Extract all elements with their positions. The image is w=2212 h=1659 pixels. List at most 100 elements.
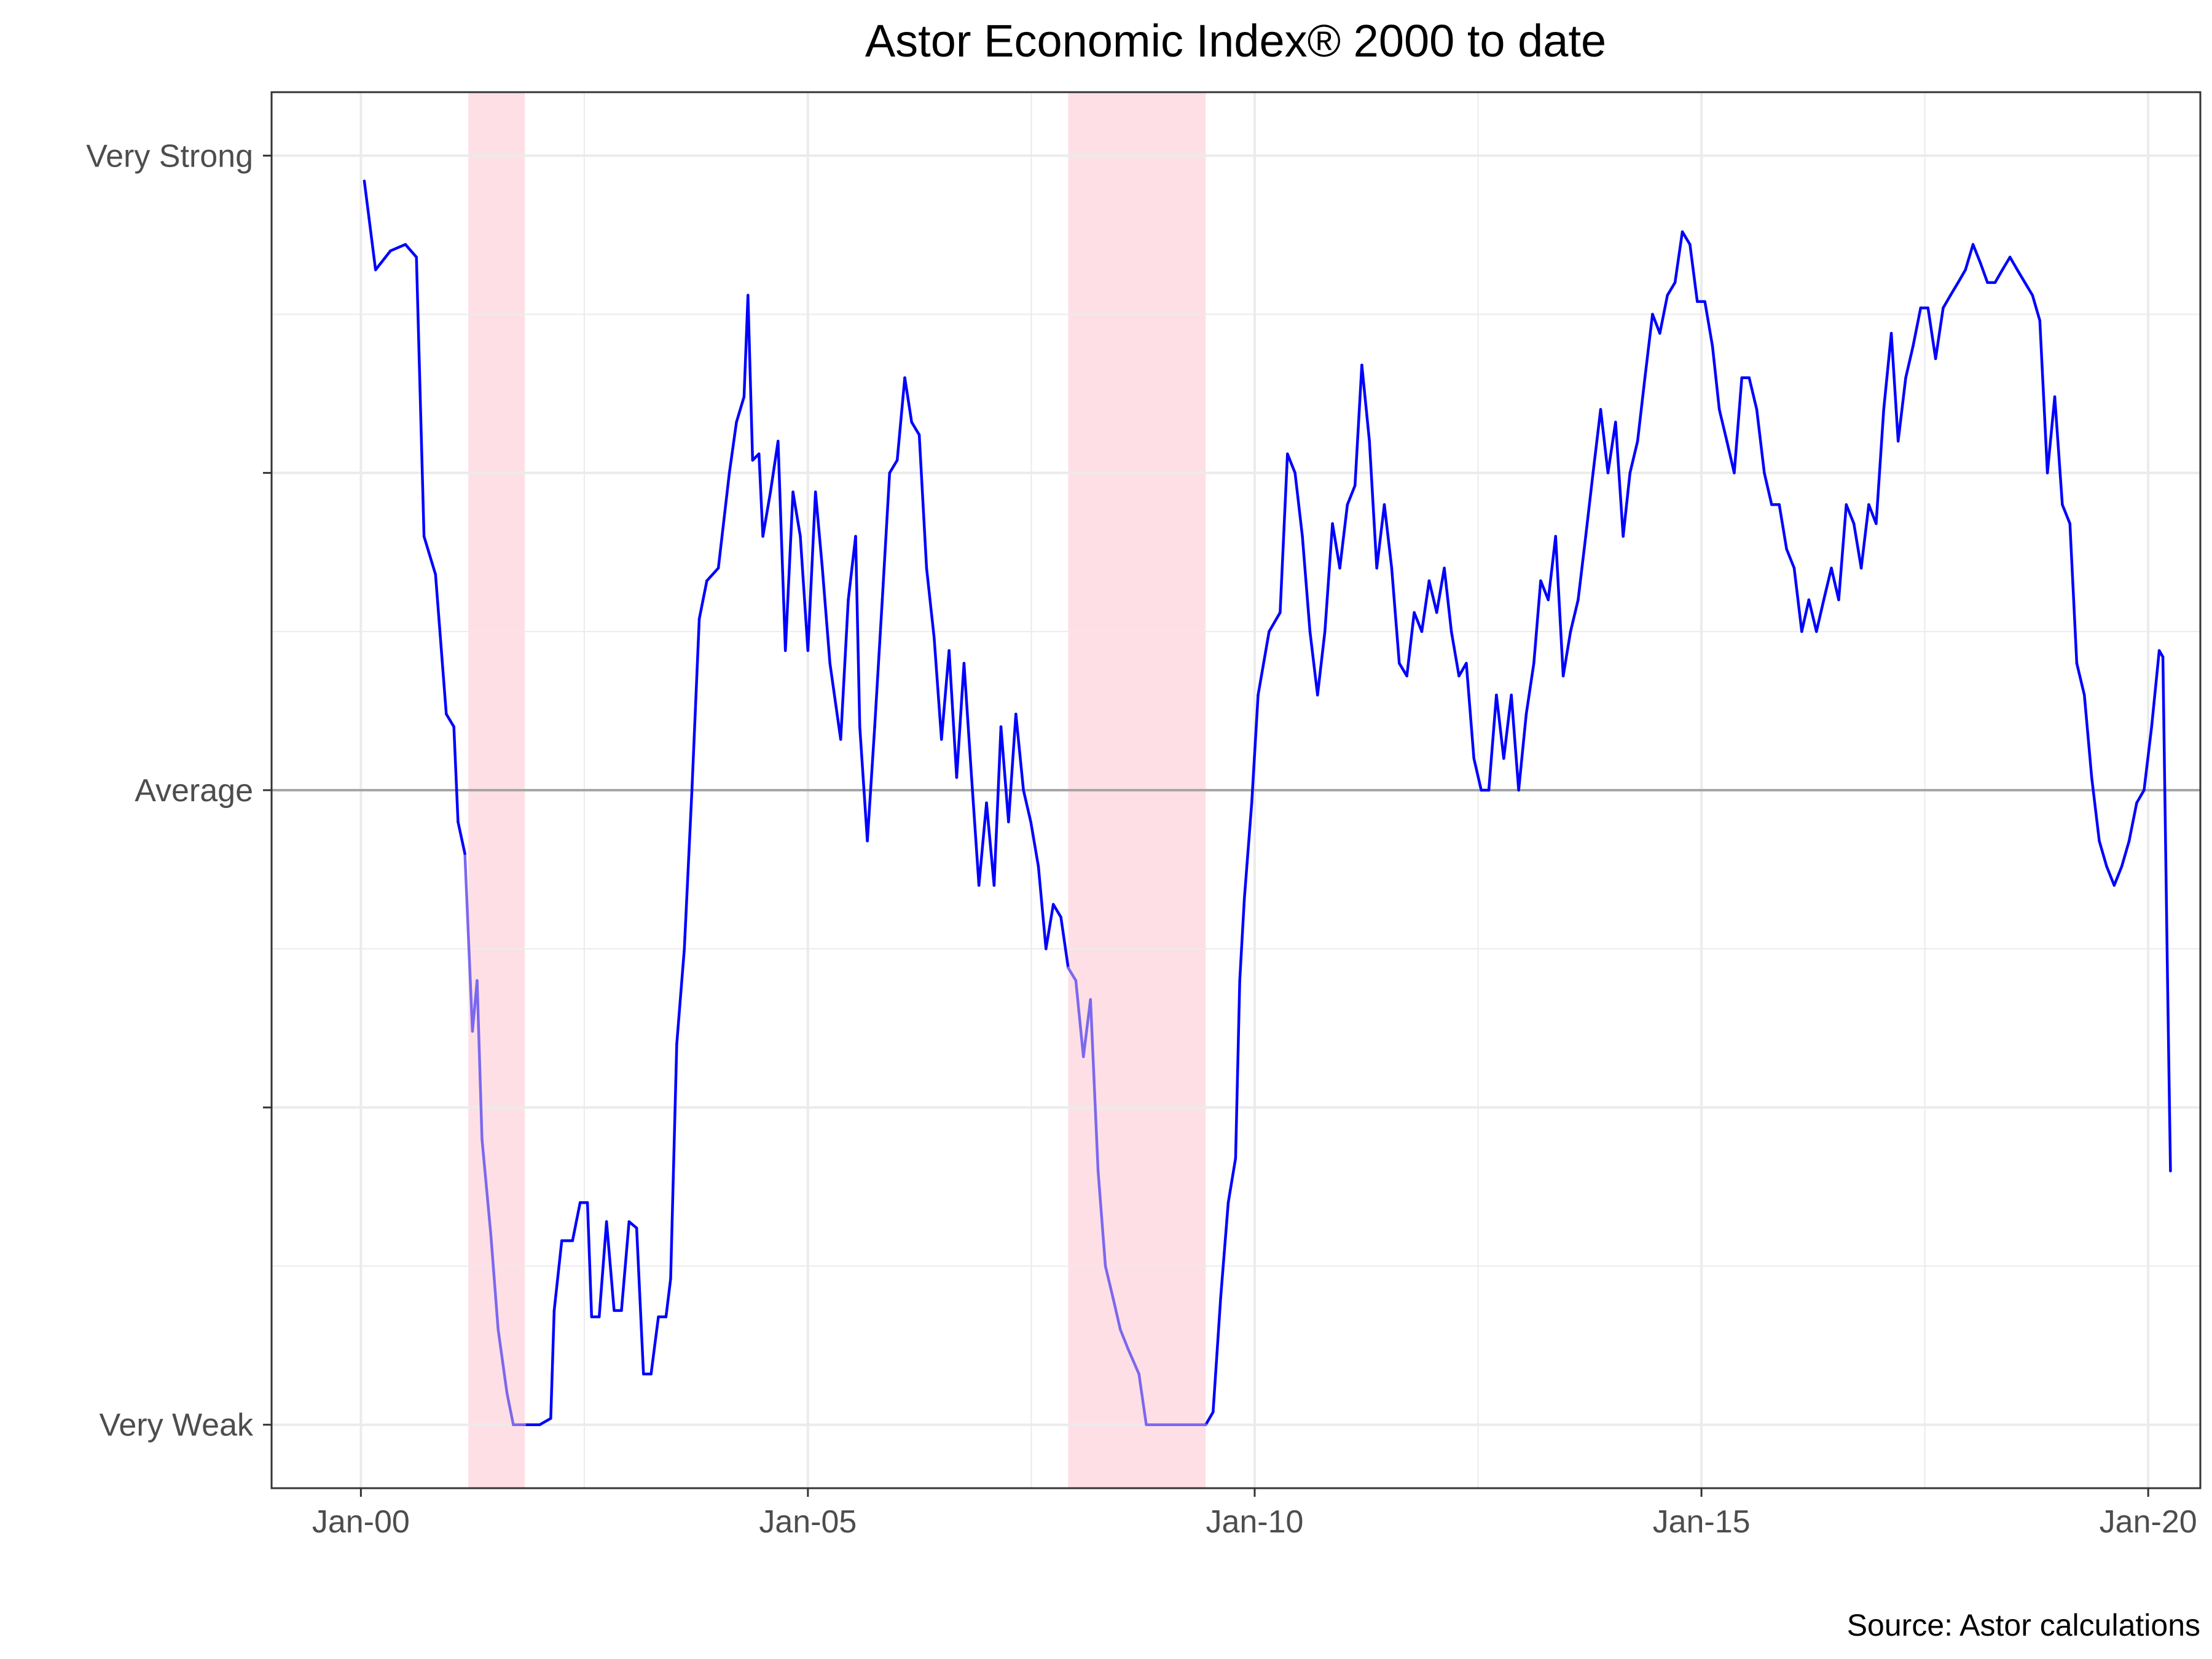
data-point bbox=[1622, 535, 1625, 538]
data-point bbox=[1561, 674, 1565, 678]
y-tick-label: Average bbox=[135, 773, 253, 809]
series-segment bbox=[1081, 998, 1092, 1058]
series-segment bbox=[1495, 693, 1505, 760]
data-point bbox=[1382, 503, 1386, 506]
series-segment bbox=[1398, 662, 1408, 678]
data-point bbox=[2112, 884, 2116, 887]
data-point bbox=[374, 268, 377, 272]
series-segment bbox=[1532, 579, 1542, 665]
series-segment bbox=[1651, 313, 1661, 335]
chart-caption: Source: Astor calculations bbox=[1847, 1608, 2200, 1642]
data-point bbox=[1427, 579, 1431, 582]
data-point bbox=[1238, 979, 1241, 982]
data-point bbox=[363, 179, 366, 182]
data-point bbox=[1360, 363, 1363, 367]
series-segment bbox=[791, 490, 802, 538]
series-segment bbox=[1226, 1156, 1237, 1204]
series-segment bbox=[1926, 306, 1937, 360]
series-segment bbox=[620, 1220, 631, 1312]
data-point bbox=[1912, 344, 1915, 348]
data-point bbox=[523, 1423, 527, 1426]
series-segment bbox=[1502, 693, 1513, 760]
data-point bbox=[1390, 567, 1394, 570]
data-point bbox=[873, 725, 876, 728]
series-segment bbox=[697, 579, 708, 621]
data-point bbox=[2053, 395, 2057, 398]
series-segment bbox=[1219, 1201, 1230, 1300]
series-segment bbox=[1353, 363, 1363, 487]
data-point bbox=[1591, 471, 1594, 474]
data-point bbox=[422, 535, 426, 538]
data-point bbox=[1014, 712, 1018, 716]
data-point bbox=[1733, 471, 1736, 474]
series-segment bbox=[1949, 281, 1960, 297]
data-point bbox=[828, 662, 831, 665]
series-segment bbox=[434, 573, 448, 716]
data-point bbox=[552, 1309, 556, 1312]
series-segment bbox=[858, 725, 869, 842]
data-point bbox=[669, 1277, 672, 1281]
series-segment bbox=[422, 535, 437, 576]
series-segment bbox=[970, 776, 981, 887]
series-segment bbox=[940, 649, 951, 741]
data-point bbox=[1145, 1423, 1148, 1426]
data-point bbox=[947, 649, 951, 653]
series-segment bbox=[1382, 503, 1394, 570]
data-point bbox=[751, 458, 755, 462]
data-point bbox=[1435, 611, 1438, 614]
data-point bbox=[642, 1372, 645, 1376]
data-point bbox=[560, 1239, 563, 1242]
series-segment bbox=[1778, 503, 1788, 551]
data-point bbox=[664, 1315, 668, 1319]
data-point bbox=[791, 490, 794, 493]
data-point bbox=[1495, 693, 1498, 697]
series-segment bbox=[761, 490, 772, 538]
series-segment bbox=[1524, 662, 1535, 716]
series-segment bbox=[1792, 567, 1803, 633]
x-tick-label: Jan-10 bbox=[1206, 1504, 1303, 1540]
data-point bbox=[1837, 598, 1840, 602]
series-segment bbox=[452, 725, 460, 823]
series-segment bbox=[1137, 1372, 1148, 1426]
data-point bbox=[821, 567, 824, 570]
data-point bbox=[1971, 243, 1975, 246]
series-segment bbox=[1711, 344, 1721, 411]
data-point bbox=[1126, 1347, 1129, 1350]
data-point bbox=[1614, 420, 1617, 424]
data-point bbox=[1279, 611, 1282, 614]
series-segment bbox=[505, 1391, 515, 1426]
series-segment bbox=[2090, 776, 2101, 842]
data-point bbox=[1449, 630, 1453, 633]
series-segment bbox=[933, 636, 943, 741]
data-point bbox=[2031, 294, 2034, 297]
data-point bbox=[1257, 693, 1260, 697]
data-point bbox=[2083, 693, 2086, 697]
series-segment bbox=[1658, 294, 1669, 335]
data-point bbox=[627, 1220, 630, 1223]
data-point bbox=[1822, 598, 1826, 602]
x-tick-label: Jan-05 bbox=[759, 1504, 857, 1540]
series-segment bbox=[2075, 662, 2086, 697]
data-point bbox=[992, 884, 996, 887]
series-segment bbox=[1331, 522, 1341, 570]
x-tick-label: Jan-20 bbox=[2100, 1504, 2197, 1540]
data-point bbox=[761, 535, 764, 538]
series-segment bbox=[1390, 567, 1401, 665]
data-point bbox=[1711, 344, 1714, 348]
data-point bbox=[2105, 865, 2108, 868]
series-segment bbox=[690, 617, 701, 792]
series-segment bbox=[1119, 1328, 1129, 1351]
data-point bbox=[2120, 865, 2124, 868]
data-point bbox=[683, 947, 686, 951]
series-segment bbox=[1435, 567, 1446, 614]
series-segment bbox=[2053, 395, 2064, 506]
series-segment bbox=[962, 662, 973, 779]
series-segment bbox=[2150, 649, 2161, 728]
series-segment bbox=[1822, 567, 1833, 602]
data-point bbox=[2075, 662, 2079, 665]
series-segment bbox=[806, 490, 817, 653]
series-segment bbox=[1912, 306, 1923, 348]
data-point bbox=[847, 598, 850, 602]
series-segment bbox=[1242, 801, 1253, 900]
